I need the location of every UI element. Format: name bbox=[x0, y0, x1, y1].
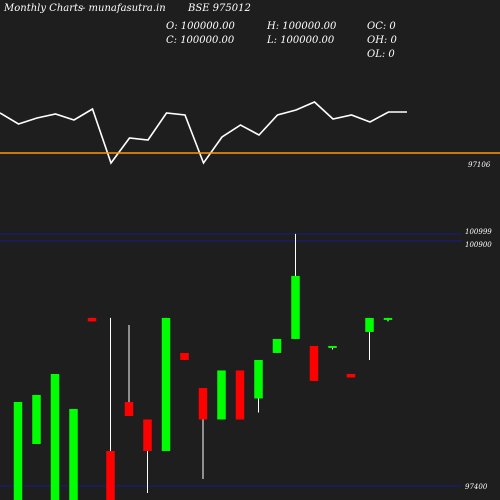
site-name: - munafasutra.in bbox=[82, 3, 166, 14]
candle-body bbox=[32, 394, 41, 444]
candle-body bbox=[143, 419, 152, 451]
candle-body bbox=[383, 317, 393, 320]
candle-body bbox=[13, 401, 23, 500]
level-label: 100999 bbox=[465, 228, 492, 236]
candle-body bbox=[235, 370, 245, 420]
candle bbox=[272, 338, 282, 353]
candle bbox=[50, 373, 60, 500]
candle-body bbox=[291, 275, 300, 339]
candle bbox=[328, 345, 337, 350]
line-series bbox=[0, 101, 407, 165]
candle-body bbox=[365, 317, 374, 332]
candle-body bbox=[69, 408, 78, 500]
candle bbox=[124, 324, 134, 416]
candle-body bbox=[254, 359, 263, 399]
candle bbox=[217, 370, 226, 420]
level-label: 97400 bbox=[465, 483, 488, 491]
candle bbox=[161, 317, 171, 451]
candle bbox=[69, 408, 78, 500]
candle-body bbox=[328, 345, 337, 348]
candle bbox=[143, 419, 152, 493]
candle-body bbox=[346, 373, 356, 378]
candle bbox=[346, 373, 356, 378]
candle-body bbox=[50, 373, 60, 500]
candle-body bbox=[180, 352, 189, 360]
candle bbox=[180, 352, 189, 360]
reference-label: 97106 bbox=[468, 161, 491, 169]
oh-value: OH: 0 bbox=[367, 35, 397, 46]
candle bbox=[309, 345, 319, 381]
candle-body bbox=[124, 401, 134, 416]
oc-value: OC: 0 bbox=[367, 21, 396, 32]
candle bbox=[32, 394, 41, 444]
candle-body bbox=[106, 450, 115, 500]
candle bbox=[383, 317, 393, 322]
candle bbox=[365, 317, 374, 360]
candle-body bbox=[217, 370, 226, 420]
line-chart: 97106 bbox=[0, 101, 500, 169]
candle bbox=[291, 233, 300, 339]
symbol-label: BSE 975012 bbox=[188, 3, 251, 14]
ol-value: OL: 0 bbox=[367, 49, 395, 60]
low-value: L: 100000.00 bbox=[267, 35, 335, 46]
open-value: O: 100000.00 bbox=[166, 21, 235, 32]
chart-title: Monthly Charts bbox=[4, 3, 84, 14]
candle-body bbox=[87, 317, 97, 322]
candle-body bbox=[309, 345, 319, 381]
candle bbox=[106, 317, 115, 500]
candle bbox=[235, 370, 245, 420]
candle-body bbox=[198, 387, 208, 420]
candle bbox=[198, 387, 208, 479]
candle bbox=[87, 317, 97, 322]
candle-body bbox=[272, 338, 282, 353]
candle-body bbox=[161, 317, 171, 451]
close-value: C: 100000.00 bbox=[166, 35, 235, 46]
level-label: 100900 bbox=[465, 241, 492, 249]
high-value: H: 100000.00 bbox=[267, 21, 337, 32]
candle bbox=[254, 359, 263, 413]
candle bbox=[13, 401, 23, 500]
